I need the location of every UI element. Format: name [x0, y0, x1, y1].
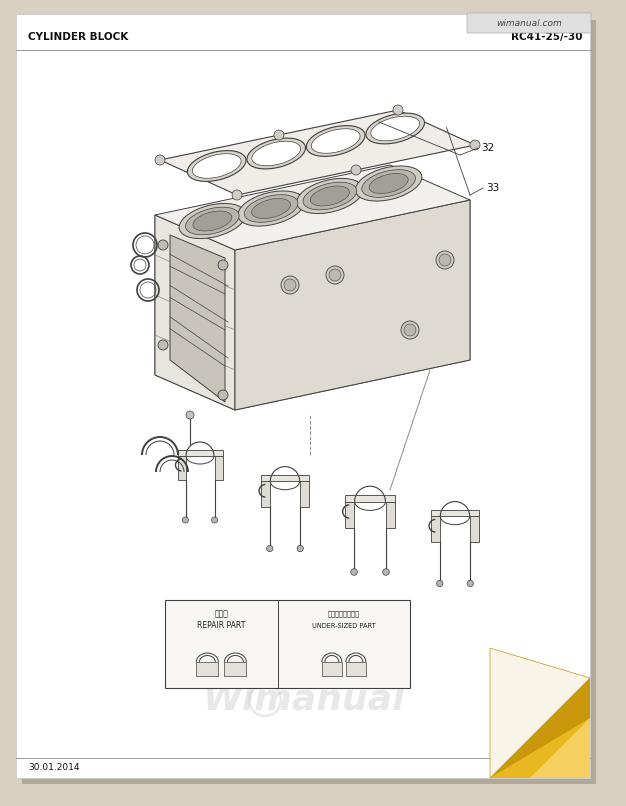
Circle shape [351, 569, 357, 575]
Ellipse shape [185, 207, 239, 235]
Ellipse shape [310, 186, 349, 206]
Circle shape [212, 517, 217, 523]
Text: UNDER-SIZED PART: UNDER-SIZED PART [312, 623, 376, 629]
Polygon shape [224, 662, 247, 676]
FancyBboxPatch shape [165, 600, 410, 688]
FancyBboxPatch shape [16, 14, 590, 778]
Ellipse shape [371, 116, 419, 141]
Polygon shape [346, 662, 366, 676]
Polygon shape [431, 510, 479, 517]
Circle shape [326, 266, 344, 284]
Ellipse shape [193, 211, 232, 231]
Circle shape [158, 340, 168, 350]
Circle shape [155, 155, 165, 165]
Ellipse shape [369, 173, 408, 193]
Circle shape [393, 105, 403, 115]
Text: 32: 32 [481, 143, 495, 153]
Ellipse shape [306, 126, 365, 156]
Text: wimanual.com: wimanual.com [496, 19, 562, 28]
Circle shape [267, 546, 273, 551]
FancyBboxPatch shape [467, 13, 591, 33]
Ellipse shape [192, 154, 241, 178]
Polygon shape [262, 481, 270, 506]
Circle shape [436, 580, 443, 587]
Circle shape [401, 321, 419, 339]
Circle shape [436, 251, 454, 269]
Polygon shape [155, 215, 235, 410]
Circle shape [218, 260, 228, 270]
Circle shape [297, 546, 304, 551]
Ellipse shape [303, 182, 357, 210]
Polygon shape [197, 662, 218, 676]
Circle shape [158, 240, 168, 250]
Text: Wimanual: Wimanual [202, 683, 404, 717]
Polygon shape [235, 200, 470, 410]
Circle shape [218, 390, 228, 400]
Circle shape [284, 279, 296, 291]
Text: 標準品: 標準品 [215, 609, 228, 618]
Polygon shape [322, 662, 342, 676]
Text: 30.01.2014: 30.01.2014 [28, 763, 80, 772]
Circle shape [404, 324, 416, 336]
Polygon shape [490, 648, 590, 778]
Text: アンダーサイズ品: アンダーサイズ品 [328, 611, 360, 617]
Circle shape [470, 140, 480, 150]
Circle shape [281, 276, 299, 294]
Polygon shape [262, 475, 309, 481]
Circle shape [183, 517, 188, 523]
Circle shape [467, 580, 473, 587]
Polygon shape [386, 501, 395, 528]
Text: RC41-25/-30: RC41-25/-30 [510, 32, 582, 42]
Ellipse shape [244, 195, 298, 222]
Ellipse shape [187, 151, 246, 181]
Ellipse shape [311, 129, 360, 153]
Polygon shape [178, 456, 185, 480]
Polygon shape [300, 481, 309, 506]
Polygon shape [235, 200, 470, 410]
Circle shape [329, 269, 341, 281]
Polygon shape [346, 495, 395, 501]
Ellipse shape [297, 178, 363, 214]
FancyBboxPatch shape [22, 20, 596, 784]
Polygon shape [170, 235, 225, 402]
Polygon shape [346, 501, 354, 528]
Circle shape [439, 254, 451, 266]
Circle shape [186, 411, 194, 419]
Polygon shape [431, 517, 440, 542]
Circle shape [232, 190, 242, 200]
Polygon shape [155, 165, 470, 250]
Circle shape [351, 165, 361, 175]
Ellipse shape [238, 191, 304, 226]
Text: 33: 33 [486, 183, 500, 193]
Ellipse shape [356, 166, 422, 201]
Circle shape [274, 130, 284, 140]
Text: REPAIR PART: REPAIR PART [197, 621, 245, 630]
Polygon shape [215, 456, 222, 480]
Polygon shape [155, 215, 235, 410]
Ellipse shape [252, 198, 290, 218]
Polygon shape [160, 110, 475, 195]
Ellipse shape [252, 141, 300, 166]
Ellipse shape [247, 138, 305, 169]
Polygon shape [530, 718, 590, 778]
Ellipse shape [179, 203, 245, 239]
Ellipse shape [362, 170, 416, 197]
Ellipse shape [366, 113, 424, 144]
Polygon shape [178, 450, 222, 456]
Text: CYLINDER BLOCK: CYLINDER BLOCK [28, 32, 128, 42]
Polygon shape [470, 517, 479, 542]
Polygon shape [490, 718, 590, 778]
Circle shape [382, 569, 389, 575]
Polygon shape [490, 678, 590, 778]
